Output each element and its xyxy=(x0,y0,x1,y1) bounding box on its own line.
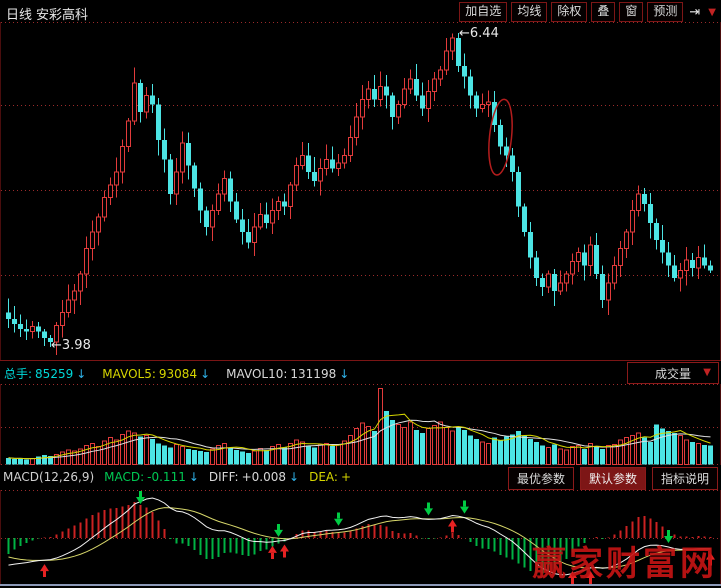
selector-dropdown-icon[interactable]: ▼ xyxy=(703,367,711,378)
total-hands-label: 总手: xyxy=(4,367,33,381)
mavol5-value: 93084 xyxy=(158,366,198,381)
indicator-selector-label: 成交量 xyxy=(654,366,691,381)
dea-value-field: DEA: + xyxy=(309,470,351,484)
diff-label: DIFF: xyxy=(208,470,239,484)
macd-chart[interactable] xyxy=(1,490,721,585)
volume-panel xyxy=(0,384,721,465)
overlay-button[interactable]: 叠 xyxy=(591,2,616,22)
down-arrow-icon: ↓ xyxy=(339,366,350,381)
dea-value: + xyxy=(340,470,352,484)
macd-param-buttons: 最优参数 默认参数 指标说明 xyxy=(507,467,718,490)
indicator-help-button[interactable]: 指标说明 xyxy=(651,467,718,490)
default-params-button[interactable]: 默认参数 xyxy=(579,467,646,490)
period-label: 日线 xyxy=(6,8,33,23)
down-arrow-icon: ↓ xyxy=(188,470,199,484)
next-page-icon[interactable]: ⇥ xyxy=(689,4,701,20)
macd-value-field: MACD: -0.111 ↓ xyxy=(104,470,199,484)
stock-name: 安彩高科 xyxy=(36,8,89,23)
total-hands-value: 85259 xyxy=(35,366,74,381)
candlestick-panel: ←6.44 ←3.98 xyxy=(0,22,721,360)
macd-formula: MACD(12,26,9) xyxy=(3,470,95,484)
window-bottom-edge xyxy=(0,584,721,586)
indicator-selector[interactable]: 成交量 ▼ xyxy=(627,362,719,384)
down-arrow-icon: ↓ xyxy=(289,470,300,484)
volume-header: 总手: 85259 ↓ MAVOL5: 93084 ↓ MAVOL10: 131… xyxy=(0,360,721,384)
toolbar-dropdown-icon[interactable]: ▼ xyxy=(708,6,716,18)
down-arrow-icon: ↓ xyxy=(200,366,211,381)
toolbar-buttons: 加自选 均线 除权 叠 窗 预测 ⇥ ▼ xyxy=(459,2,718,22)
mavol5-field: MAVOL5: 93084 ↓ xyxy=(102,367,210,381)
mavol10-label: MAVOL10: xyxy=(226,366,288,381)
low-price-annotation: ←3.98 xyxy=(51,338,91,353)
macd-readouts: MACD(12,26,9) MACD: -0.111 ↓ DIFF: +0.00… xyxy=(3,470,351,484)
macd-panel xyxy=(0,490,721,585)
window-button[interactable]: 窗 xyxy=(619,2,644,22)
down-arrow-icon: ↓ xyxy=(76,366,87,381)
forecast-button[interactable]: 预测 xyxy=(647,2,684,22)
mavol10-field: MAVOL10: 131198 ↓ xyxy=(226,367,349,381)
moving-average-button[interactable]: 均线 xyxy=(511,2,548,22)
ex-rights-button[interactable]: 除权 xyxy=(551,2,588,22)
macd-label: MACD: xyxy=(104,470,145,484)
volume-chart[interactable] xyxy=(1,384,721,465)
high-price-annotation: ←6.44 xyxy=(459,26,499,41)
mavol10-value: 131198 xyxy=(290,366,337,381)
total-hands-field: 总手: 85259 ↓ xyxy=(4,365,86,382)
dea-label: DEA: xyxy=(309,470,338,484)
macd-header: MACD(12,26,9) MACD: -0.111 ↓ DIFF: +0.00… xyxy=(0,465,721,490)
add-watchlist-button[interactable]: 加自选 xyxy=(459,2,508,22)
diff-value: +0.008 xyxy=(241,470,287,484)
macd-value: -0.111 xyxy=(147,470,186,484)
optimal-params-button[interactable]: 最优参数 xyxy=(507,467,574,490)
volume-readouts: 总手: 85259 ↓ MAVOL5: 93084 ↓ MAVOL10: 131… xyxy=(4,365,349,382)
diff-value-field: DIFF: +0.008 ↓ xyxy=(209,470,299,484)
top-toolbar: 日线 安彩高科 加自选 均线 除权 叠 窗 预测 ⇥ ▼ xyxy=(0,0,721,23)
mavol5-label: MAVOL5: xyxy=(102,366,156,381)
candlestick-chart[interactable] xyxy=(1,22,721,360)
